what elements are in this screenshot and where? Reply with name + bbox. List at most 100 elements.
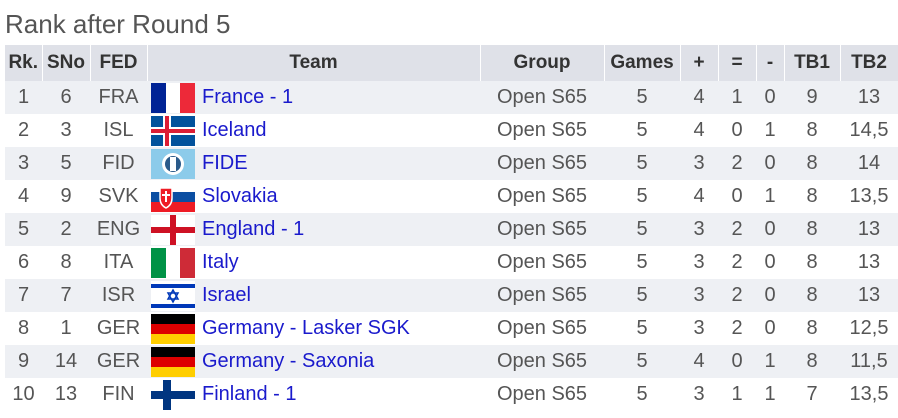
- flag: [150, 313, 195, 344]
- flag: [150, 247, 195, 278]
- flag-cell: [147, 180, 198, 213]
- wins-cell: 3: [680, 378, 719, 411]
- team-name-cell[interactable]: Germany - Lasker SGK: [198, 312, 481, 345]
- wins-cell: 3: [680, 147, 719, 180]
- group-cell: Open S65: [480, 312, 605, 345]
- column-header: FED: [90, 45, 148, 81]
- losses-cell: 0: [756, 81, 785, 114]
- ranking-table: Rk. SNo FED Team Group Games + = - TB1 TB2 1 6 FRA Fr…: [5, 45, 898, 411]
- tb1-cell: 7: [784, 378, 841, 411]
- flag-cell: [147, 246, 198, 279]
- start-number-cell: 5: [42, 147, 90, 180]
- group-cell: Open S65: [480, 378, 605, 411]
- table-row: 1 6 FRA France - 1 Open S65 5 4 1 0 9 13: [5, 81, 898, 114]
- games-cell: 5: [604, 246, 681, 279]
- tb2-cell: 13,5: [840, 378, 898, 411]
- flag-cell: [147, 81, 198, 114]
- tb2-cell: 13: [840, 246, 898, 279]
- rank-cell: 5: [5, 213, 42, 246]
- games-cell: 5: [604, 378, 681, 411]
- start-number-cell: 1: [42, 312, 90, 345]
- draws-cell: 0: [718, 180, 757, 213]
- team-name-cell[interactable]: Iceland: [198, 114, 481, 147]
- federation-cell: ISR: [90, 279, 147, 312]
- column-header: Games: [604, 45, 681, 81]
- tb1-cell: 8: [784, 213, 841, 246]
- federation-cell: FIN: [90, 378, 147, 411]
- group-cell: Open S65: [480, 345, 605, 378]
- table-row: 2 3 ISL Iceland Open S65 5 4 0 1 8 14,5: [5, 114, 898, 147]
- flag: [150, 82, 195, 113]
- tb1-cell: 8: [784, 147, 841, 180]
- column-header: TB2: [840, 45, 898, 81]
- flag-cell: [147, 378, 198, 411]
- games-cell: 5: [604, 279, 681, 312]
- wins-cell: 3: [680, 312, 719, 345]
- team-name-cell[interactable]: Finland - 1: [198, 378, 481, 411]
- wins-cell: 4: [680, 345, 719, 378]
- team-name-cell[interactable]: Italy: [198, 246, 481, 279]
- draws-cell: 2: [718, 312, 757, 345]
- team-name-cell[interactable]: Germany - Saxonia: [198, 345, 481, 378]
- group-cell: Open S65: [480, 81, 605, 114]
- federation-cell: SVK: [90, 180, 147, 213]
- rank-cell: 10: [5, 378, 42, 411]
- column-header: Rk.: [5, 45, 43, 81]
- draws-cell: 0: [718, 345, 757, 378]
- flag-cell: [147, 312, 198, 345]
- column-header: +: [680, 45, 719, 81]
- table-row: 9 14 GER Germany - Saxonia Open S65 5 4 0 1 8 11,5: [5, 345, 898, 378]
- tb2-cell: 13: [840, 279, 898, 312]
- team-name-cell[interactable]: England - 1: [198, 213, 481, 246]
- rank-cell: 6: [5, 246, 42, 279]
- tb2-cell: 11,5: [840, 345, 898, 378]
- table-row: 4 9 SVK Slovakia Open S65 5 4 0 1 8 13,5: [5, 180, 898, 213]
- losses-cell: 0: [756, 312, 785, 345]
- table-row: 5 2 ENG England - 1 Open S65 5 3 2 0 8 13: [5, 213, 898, 246]
- losses-cell: 1: [756, 378, 785, 411]
- draws-cell: 1: [718, 378, 757, 411]
- draws-cell: 2: [718, 147, 757, 180]
- federation-cell: GER: [90, 312, 147, 345]
- games-cell: 5: [604, 180, 681, 213]
- start-number-cell: 7: [42, 279, 90, 312]
- table-row: 3 5 FID FIDE Open S65 5 3 2 0 8 14: [5, 147, 898, 180]
- tb1-cell: 8: [784, 246, 841, 279]
- losses-cell: 0: [756, 246, 785, 279]
- table-row: 6 8 ITA Italy Open S65 5 3 2 0 8 13: [5, 246, 898, 279]
- group-cell: Open S65: [480, 147, 605, 180]
- draws-cell: 2: [718, 246, 757, 279]
- draws-cell: 1: [718, 81, 757, 114]
- flag-cell: [147, 114, 198, 147]
- games-cell: 5: [604, 114, 681, 147]
- federation-cell: FID: [90, 147, 147, 180]
- flag-cell: [147, 147, 198, 180]
- wins-cell: 4: [680, 180, 719, 213]
- games-cell: 5: [604, 81, 681, 114]
- wins-cell: 4: [680, 114, 719, 147]
- federation-cell: ISL: [90, 114, 147, 147]
- column-header: TB1: [784, 45, 841, 81]
- team-name-cell[interactable]: Israel: [198, 279, 481, 312]
- team-name-cell[interactable]: France - 1: [198, 81, 481, 114]
- federation-cell: FRA: [90, 81, 147, 114]
- tb2-cell: 13,5: [840, 180, 898, 213]
- start-number-cell: 14: [42, 345, 90, 378]
- tb2-cell: 14,5: [840, 114, 898, 147]
- tb2-cell: 13: [840, 81, 898, 114]
- flag: [150, 346, 195, 377]
- draws-cell: 2: [718, 213, 757, 246]
- flag-cell: [147, 345, 198, 378]
- flag: [150, 280, 195, 311]
- table-row: 10 13 FIN Finland - 1 Open S65 5 3 1 1 7 13,5: [5, 378, 898, 411]
- flag: [150, 379, 195, 410]
- losses-cell: 0: [756, 147, 785, 180]
- games-cell: 5: [604, 213, 681, 246]
- column-header: =: [718, 45, 757, 81]
- team-name-cell[interactable]: Slovakia: [198, 180, 481, 213]
- team-name-cell[interactable]: FIDE: [198, 147, 481, 180]
- rank-cell: 7: [5, 279, 42, 312]
- federation-cell: ENG: [90, 213, 147, 246]
- tb1-cell: 8: [784, 312, 841, 345]
- start-number-cell: 8: [42, 246, 90, 279]
